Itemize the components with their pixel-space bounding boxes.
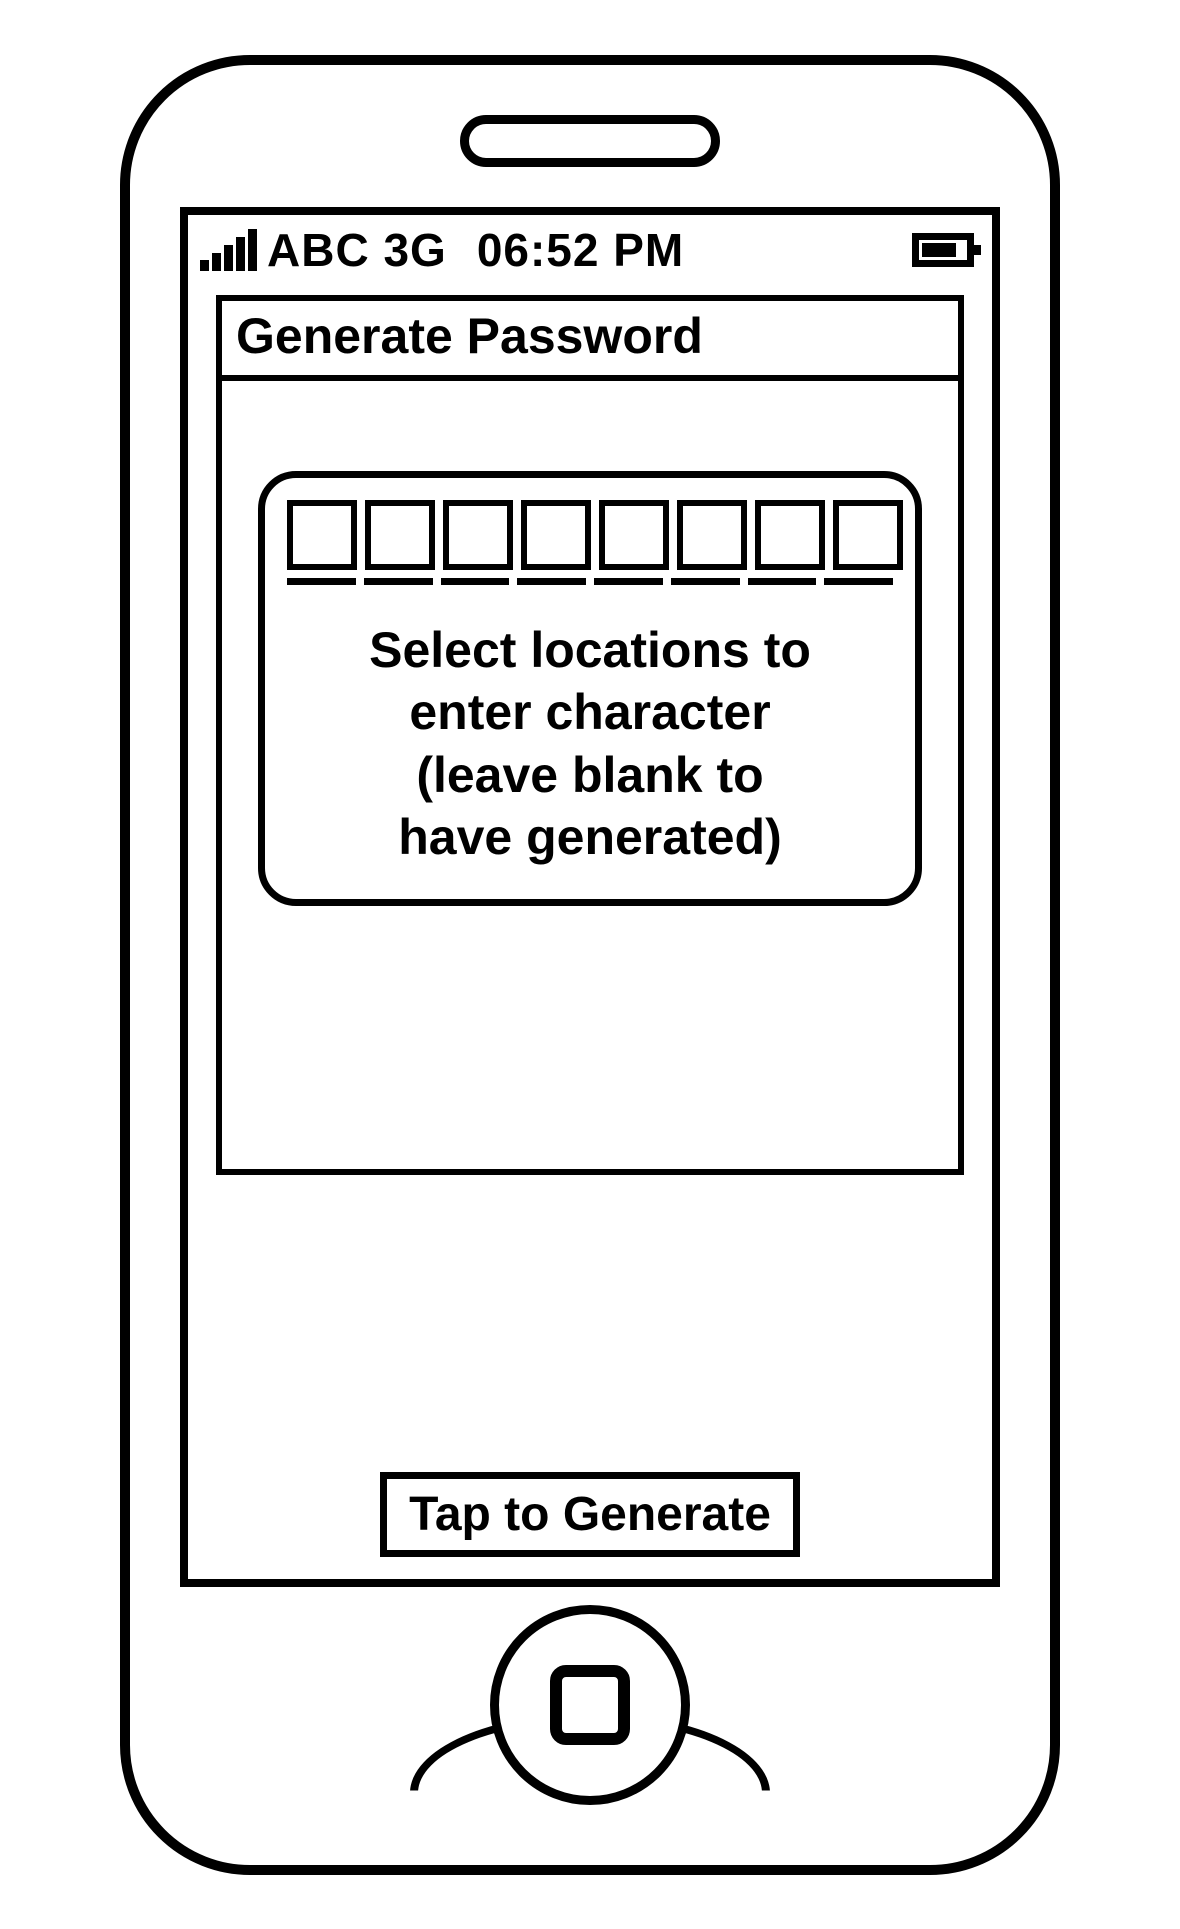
home-icon: [550, 1665, 630, 1745]
character-slot[interactable]: [599, 500, 669, 570]
character-slot[interactable]: [755, 500, 825, 570]
card-header: Generate Password: [222, 301, 958, 381]
phone-frame: ABC 3G 06:52 PM Generate Password: [120, 55, 1060, 1875]
character-slot[interactable]: [521, 500, 591, 570]
slot-underline: [748, 578, 817, 585]
slot-underlines: [287, 578, 893, 585]
slot-underline: [671, 578, 740, 585]
battery-icon: [912, 233, 974, 267]
home-button-area: [400, 1613, 780, 1843]
app-area: Generate Password: [188, 277, 992, 1579]
bottom-area: Tap to Generate: [216, 1175, 964, 1561]
slot-underline: [441, 578, 510, 585]
carrier-label: ABC 3G: [267, 223, 447, 277]
phone-screen: ABC 3G 06:52 PM Generate Password: [180, 207, 1000, 1587]
character-slot[interactable]: [287, 500, 357, 570]
phone-speaker: [460, 115, 720, 167]
slot-underline: [364, 578, 433, 585]
home-button[interactable]: [490, 1605, 690, 1805]
clock-label: 06:52 PM: [477, 223, 684, 277]
page-title: Generate Password: [236, 307, 944, 365]
generate-button[interactable]: Tap to Generate: [380, 1472, 800, 1557]
slot-underline: [824, 578, 893, 585]
battery-fill: [922, 243, 956, 257]
character-slots: [287, 500, 893, 570]
instruction-text: Select locations to enter character (lea…: [287, 619, 893, 869]
slot-underline: [517, 578, 586, 585]
status-bar: ABC 3G 06:52 PM: [188, 215, 992, 277]
password-panel: Select locations to enter character (lea…: [258, 471, 922, 906]
slot-underline: [594, 578, 663, 585]
character-slot[interactable]: [833, 500, 903, 570]
character-slot[interactable]: [677, 500, 747, 570]
password-card: Generate Password: [216, 295, 964, 1175]
signal-icon: [200, 229, 257, 271]
character-slot[interactable]: [443, 500, 513, 570]
card-body: Select locations to enter character (lea…: [222, 381, 958, 1169]
character-slot[interactable]: [365, 500, 435, 570]
slot-underline: [287, 578, 356, 585]
